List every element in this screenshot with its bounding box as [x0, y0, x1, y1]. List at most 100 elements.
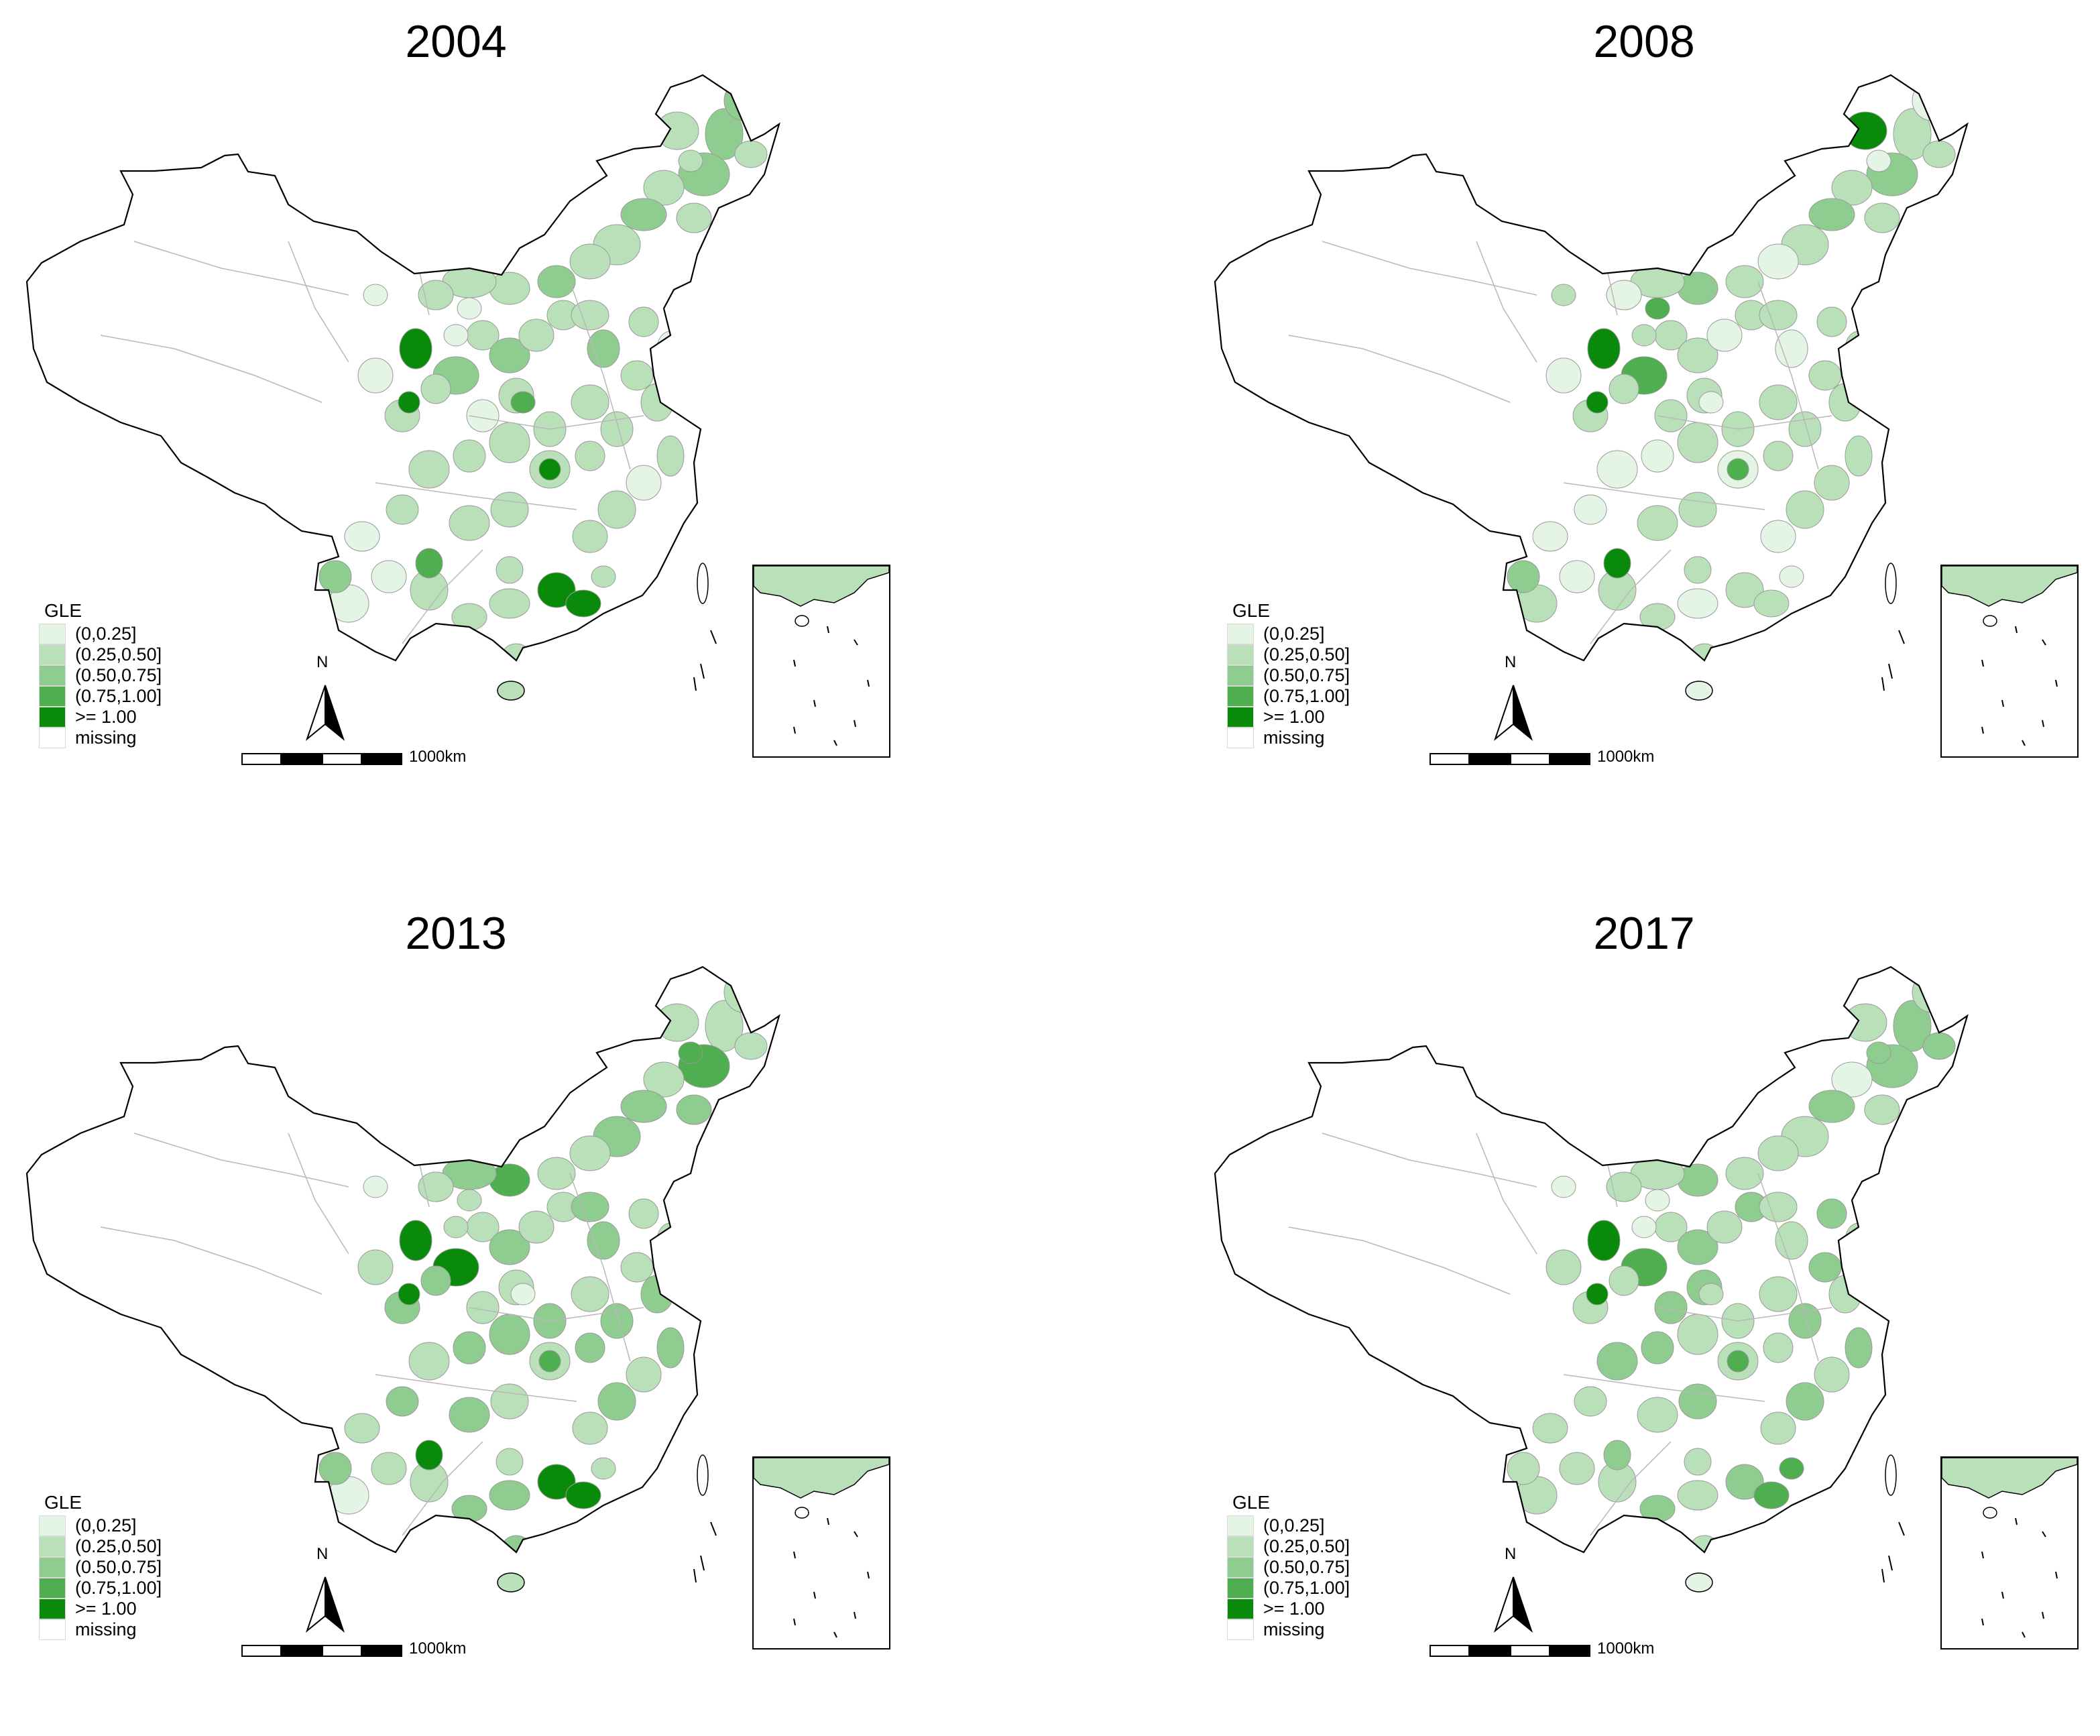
inset-dash [2055, 679, 2058, 687]
prefecture-region [571, 1192, 609, 1222]
inset-dash [827, 1517, 829, 1525]
nine-dash-line [1898, 630, 1905, 644]
prefecture-region [1759, 1192, 1798, 1222]
inset-dash [2001, 699, 2004, 707]
scale-label: 1000km [409, 1639, 467, 1658]
legend-title: GLE [44, 1492, 82, 1513]
prefecture-region [1788, 411, 1822, 447]
prefecture-region [565, 1481, 601, 1509]
prefecture-region [318, 560, 352, 593]
prefecture-region [363, 1175, 388, 1198]
province-boundary [1322, 1133, 1537, 1188]
prefecture-region [357, 1249, 394, 1285]
north-arrow-left [1493, 1576, 1514, 1633]
province-boundary [1563, 1374, 1765, 1402]
prefecture-region [489, 1314, 530, 1355]
scale-segment [1470, 1645, 1510, 1657]
prefecture-region [1808, 198, 1855, 231]
country-fill [1215, 967, 1967, 1552]
province-boundary [375, 1374, 577, 1402]
prefecture-region [597, 1382, 636, 1421]
prefecture-region [1606, 1171, 1642, 1202]
prefecture-region [408, 1342, 450, 1381]
prefecture-region [1631, 324, 1657, 347]
north-arrow-left [305, 1576, 326, 1633]
inset-coast [754, 1458, 889, 1499]
prefecture-region [1763, 441, 1794, 471]
legend-swatch [1227, 686, 1254, 707]
inset-coast [754, 566, 889, 607]
scale-label: 1000km [1597, 1639, 1655, 1658]
map-title: 2004 [405, 16, 507, 67]
prefecture-region [587, 329, 620, 368]
map-panel-2004: 2004 GLE (0,0.25] (0.25,0.50] (0.50,0.75](… [0, 0, 1050, 844]
province-boundary [1590, 1441, 1672, 1536]
prefecture-region [1551, 1175, 1576, 1198]
inset-dash [793, 1618, 796, 1626]
nine-dash-line [710, 1521, 717, 1536]
prefecture-region [620, 198, 667, 231]
province-boundary [100, 335, 323, 403]
legend-label: missing [75, 1619, 137, 1639]
scale-segment [241, 1645, 282, 1657]
scale-label: 1000km [409, 748, 467, 766]
legend-label: missing [1263, 728, 1325, 748]
prefecture-region [538, 1350, 561, 1373]
prefecture-region [1816, 306, 1847, 337]
inset-dash [2042, 639, 2046, 646]
legend-swatch [39, 644, 66, 665]
prefecture-region [1845, 1327, 1873, 1369]
prefecture-region [587, 1221, 620, 1260]
prefecture-region [1609, 373, 1639, 404]
inset-hainan [795, 1507, 809, 1519]
scale-segment [1510, 753, 1550, 765]
north-arrow-right [325, 685, 345, 741]
prefecture-region [1814, 1356, 1850, 1393]
prefecture-region [344, 1413, 380, 1444]
prefecture-region [490, 1383, 529, 1420]
prefecture-region [1725, 1464, 1764, 1500]
prefecture-region [1866, 1041, 1891, 1064]
prefecture-region [489, 422, 530, 463]
legend-swatch [1227, 728, 1254, 748]
legend-label: >= 1.00 [75, 707, 137, 727]
inset-dash [2042, 1611, 2044, 1619]
prefecture-region [678, 1041, 703, 1064]
country-fill [27, 967, 779, 1552]
prefecture-region [1759, 384, 1798, 420]
prefecture-region [1574, 494, 1607, 525]
legend-label: (0,0.25] [75, 1515, 137, 1536]
prefecture-region [1689, 1535, 1720, 1552]
prefecture-region [1893, 1000, 1932, 1052]
prefecture-region [510, 391, 536, 414]
prefecture-region [1507, 560, 1540, 593]
prefecture-region [1645, 297, 1670, 320]
legend-swatch [39, 665, 66, 686]
prefecture-region [1606, 280, 1642, 310]
legend-label: (0.50,0.75] [1263, 665, 1350, 685]
nine-dash-line [1888, 663, 1893, 679]
nine-dash-line [1881, 1568, 1885, 1583]
nine-dash-line [710, 630, 717, 644]
scale-segment [1470, 753, 1510, 765]
hainan-island [1685, 681, 1713, 701]
prefecture-region [569, 243, 611, 280]
prefecture-region [518, 1210, 555, 1244]
legend-swatch [1227, 1557, 1254, 1578]
legend-label: (0.50,0.75] [1263, 1557, 1350, 1577]
nine-dash-line [693, 677, 697, 691]
prefecture-region [1678, 1383, 1717, 1420]
province-boundary [288, 1133, 349, 1255]
prefecture-region [575, 1332, 605, 1363]
province-boundary [133, 1133, 349, 1188]
legend-label: (0.75,1.00] [1263, 1578, 1350, 1598]
prefecture-region [1609, 1265, 1639, 1296]
province-boundary [1322, 241, 1537, 296]
prefecture-region [1587, 328, 1621, 369]
legend-swatch [1227, 665, 1254, 686]
province-boundary [375, 482, 577, 510]
legend-swatch [39, 1536, 66, 1557]
legend-swatch [1227, 1536, 1254, 1557]
prefecture-region [1727, 1350, 1749, 1373]
legend-title: GLE [1232, 1492, 1271, 1513]
